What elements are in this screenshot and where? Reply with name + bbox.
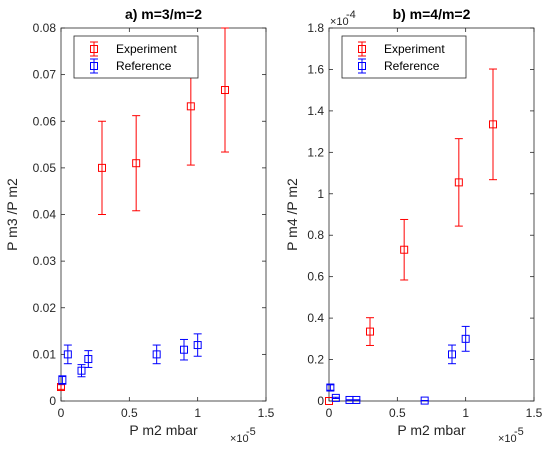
x-tick-label: 0.5 [389, 406, 406, 420]
y-tick-label: 0.03 [33, 254, 57, 268]
y-tick-label: 0.05 [33, 161, 57, 175]
data-point-experiment [489, 120, 497, 129]
legend-marker [90, 45, 98, 53]
data-point-experiment [366, 327, 374, 336]
data-point-experiment [186, 102, 195, 111]
data-point-reference [461, 334, 470, 343]
data-point-reference [331, 393, 340, 402]
data-point-reference [84, 355, 93, 364]
y-tick-label: 0.02 [33, 301, 57, 315]
y-multiplier-exponent: -4 [346, 9, 356, 21]
chart-title-1: a) m=3/m=2 [125, 6, 202, 22]
y-multiplier: ×10 [330, 16, 349, 28]
x-multiplier: ×10 [230, 433, 249, 445]
y-tick-label: 1 [317, 187, 324, 201]
plot-area-1 [60, 27, 267, 402]
y-tick-label: 0.08 [33, 21, 57, 35]
data-point-experiment [132, 159, 141, 168]
data-point-reference [420, 396, 429, 405]
x-axis-label: P m2 mbar [129, 422, 198, 438]
y-tick-label: 1.2 [307, 145, 324, 159]
y-tick-label: 0.06 [33, 114, 57, 128]
y-tick-label: 0.04 [33, 208, 57, 222]
legend-box [341, 35, 467, 79]
y-tick-label: 0.4 [307, 311, 324, 325]
x-tick-label: 0 [58, 406, 65, 420]
data-point-reference [63, 350, 72, 359]
legend-entry: Reference [384, 59, 440, 73]
x-tick-label: 1.5 [526, 406, 543, 420]
data-point-reference [152, 350, 161, 359]
legend-box [73, 35, 199, 79]
y-tick-label: 0.6 [307, 270, 324, 284]
legend-entry: Reference [116, 59, 172, 73]
y-tick-label: 1.6 [307, 62, 324, 76]
legend-entry: Experiment [116, 42, 177, 56]
y-tick-label: 0.01 [33, 347, 57, 361]
x-multiplier-exponent: -5 [246, 426, 256, 438]
data-point-experiment [98, 163, 106, 172]
data-point-reference [180, 345, 188, 354]
legend-marker [358, 45, 366, 53]
x-tick-label: 1 [194, 406, 201, 420]
data-point-experiment [221, 86, 229, 95]
y-tick-label: 0 [317, 394, 324, 408]
x-tick-label: 0 [326, 406, 333, 420]
y-tick-label: 1.8 [307, 21, 324, 35]
plot-area-2 [328, 27, 535, 402]
y-tick-label: 0.2 [307, 353, 324, 367]
chart-title-2: b) m=4/m=2 [393, 6, 471, 22]
x-multiplier-exponent: -5 [514, 426, 524, 438]
x-multiplier: ×10 [498, 433, 517, 445]
data-point-reference [77, 366, 86, 375]
y-tick-label: 0.07 [33, 68, 57, 82]
data-point-reference [58, 376, 67, 385]
legend-marker [358, 62, 366, 70]
legend-marker [90, 62, 98, 70]
legend-entry: Experiment [384, 42, 445, 56]
y-tick-label: 0.8 [307, 228, 324, 242]
y-axis-label: P m4 /P m2 [284, 178, 300, 251]
data-point-reference [448, 350, 456, 359]
y-axis-label: P m3 /P m2 [4, 178, 20, 251]
x-tick-label: 0.5 [121, 406, 138, 420]
y-tick-label: 0 [49, 394, 56, 408]
data-point-experiment [400, 245, 409, 254]
y-tick-label: 1.4 [307, 104, 324, 118]
data-point-experiment [454, 178, 463, 187]
x-tick-label: 1 [462, 406, 469, 420]
x-tick-label: 1.5 [258, 406, 275, 420]
data-point-reference [326, 383, 335, 392]
x-axis-label: P m2 mbar [397, 422, 466, 438]
data-point-reference [352, 395, 361, 404]
data-point-reference [193, 341, 202, 350]
